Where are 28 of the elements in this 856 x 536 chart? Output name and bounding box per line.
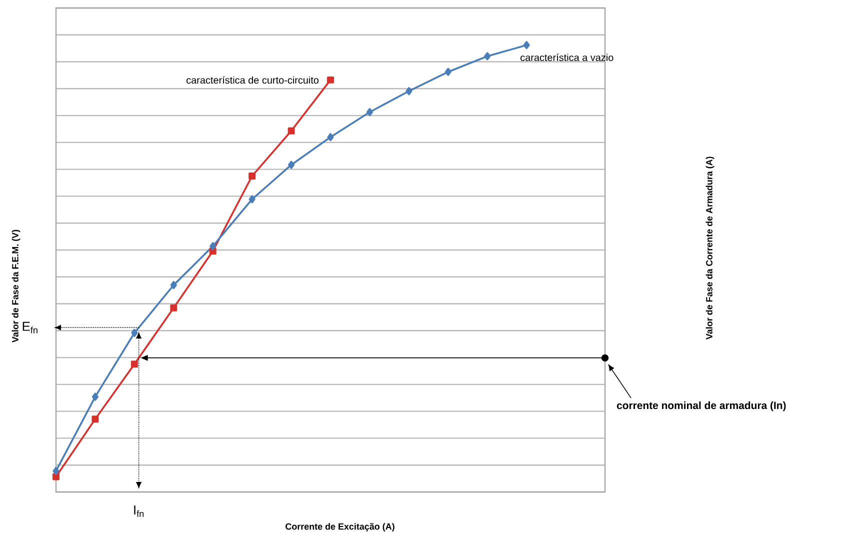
point <box>92 392 99 401</box>
text: Valor de Fase da Corrente de Armadura (A) <box>706 156 714 340</box>
text: I$_{fn}$ <box>134 506 144 517</box>
series-label: característica de curto-circuito <box>186 76 319 84</box>
point <box>327 76 334 84</box>
series-label: característica a vazio <box>520 54 614 62</box>
point <box>288 127 295 134</box>
point <box>210 242 216 250</box>
point <box>248 195 256 204</box>
annotation: E$_{fn}$ <box>22 322 38 334</box>
point <box>484 52 491 60</box>
point <box>170 304 178 312</box>
text: corrente nominal de armadura (In) <box>616 401 786 412</box>
point <box>52 466 60 476</box>
point <box>52 473 60 480</box>
point <box>92 416 99 423</box>
point <box>366 108 374 116</box>
point <box>288 160 295 169</box>
point <box>444 68 452 76</box>
point <box>523 40 530 50</box>
y-axis-title: Valor de Fase da F.E.M. (V) <box>12 230 20 342</box>
point <box>131 328 138 337</box>
point <box>406 87 412 96</box>
x-axis-title: Corrente de Excitação (A) <box>286 523 394 532</box>
point <box>170 280 177 290</box>
point <box>327 133 334 142</box>
point <box>130 360 138 368</box>
point <box>248 172 256 180</box>
